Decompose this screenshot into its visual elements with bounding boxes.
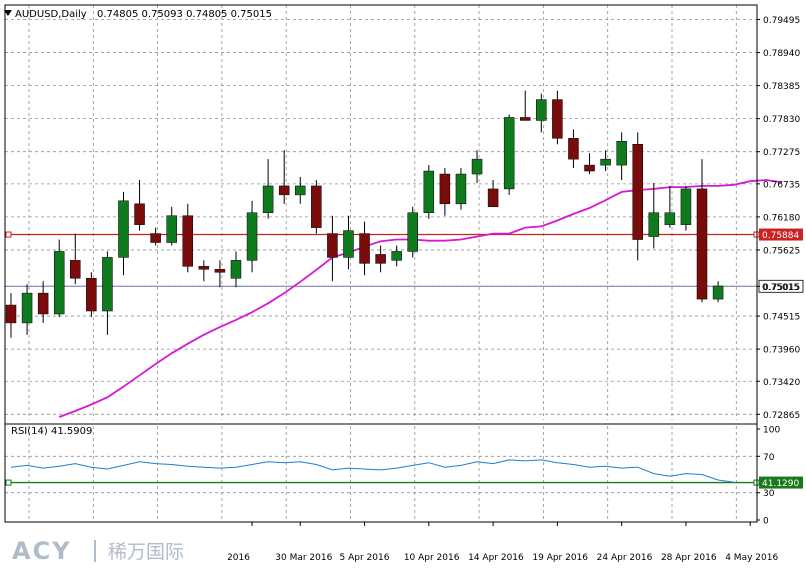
- price-level-badge: [759, 228, 803, 241]
- rsi-y-tick-label: 30: [763, 489, 775, 499]
- watermark-divider: [94, 540, 96, 562]
- candle-bearish: [86, 277, 97, 312]
- price-level-handle[interactable]: [5, 231, 12, 238]
- candle-bullish: [536, 99, 547, 121]
- candle-bullish: [295, 185, 306, 196]
- candle-bullish: [391, 251, 402, 261]
- x-tick-label: 30 Mar 2016: [275, 553, 332, 563]
- x-tick-label: 14 Apr 2016: [468, 553, 524, 563]
- axes: 0.79495 0.78940 0.78385 0.77830 0.77275 0.767…: [227, 16, 800, 563]
- current-price-label: 0.75015: [762, 283, 799, 293]
- candle-bearish: [696, 188, 708, 300]
- y-tick-label: 0.79495: [763, 16, 800, 26]
- x-tick-label: 24 Apr 2016: [597, 553, 653, 563]
- candle-bullish: [712, 285, 724, 300]
- candle-bullish: [21, 292, 33, 324]
- chart-title: AUDUSD,Daily: [15, 9, 87, 20]
- candle-bullish: [407, 212, 418, 252]
- y-tick-label: 0.75625: [763, 246, 800, 256]
- candle-bearish: [568, 138, 579, 160]
- candle-bullish: [471, 158, 483, 175]
- candle-bearish: [552, 99, 563, 139]
- candle-bullish: [246, 212, 258, 261]
- candle-bearish: [5, 304, 17, 324]
- y-tick-label: 0.77830: [763, 115, 800, 125]
- rsi-y-tick-label: 100: [763, 426, 780, 436]
- candle-bullish: [166, 215, 177, 243]
- y-tick-label: 0.78385: [763, 82, 800, 92]
- x-tick-label: 19 Apr 2016: [532, 553, 588, 563]
- candle-bearish: [632, 144, 643, 240]
- rsi-y-tick-label: 0: [763, 517, 769, 527]
- candle-bullish: [648, 212, 660, 237]
- rsi-level-label: 41.1290: [762, 479, 799, 489]
- price-level-label: 0.75884: [762, 231, 799, 241]
- candle-bearish: [311, 185, 322, 228]
- collapse-arrow-icon[interactable]: [4, 10, 12, 16]
- watermark-logo: ACY 稀万国际: [0, 530, 228, 573]
- candle-bearish: [37, 292, 49, 315]
- frame: [4, 4, 758, 523]
- y-tick-label: 0.74515: [763, 313, 800, 323]
- candle-bullish: [53, 251, 65, 315]
- plot-frame: [4, 4, 758, 523]
- ma-line: [58, 179, 783, 418]
- y-tick-label: 0.76735: [763, 180, 800, 190]
- x-tick-label: 28 Apr 2016: [661, 553, 717, 563]
- candle-bearish: [519, 117, 531, 121]
- candle-bullish: [664, 212, 676, 225]
- candle-bearish: [439, 173, 451, 205]
- candle-bullish: [343, 230, 354, 258]
- candle-bearish: [214, 269, 226, 273]
- ohlc-header: 0.74805 0.75093 0.74805 0.75015: [97, 9, 272, 20]
- candle-bearish: [375, 254, 386, 264]
- candle-bullish: [680, 188, 692, 225]
- watermark-chinese: 稀万国际: [108, 541, 184, 563]
- candle-bearish: [70, 260, 81, 279]
- candle-bullish: [230, 260, 242, 279]
- candle-bullish: [455, 173, 467, 205]
- y-tick-label: 0.73420: [763, 378, 800, 388]
- candle-bullish: [118, 200, 129, 258]
- candle-bearish: [584, 164, 595, 172]
- y-tick-label: 0.77275: [763, 148, 800, 158]
- rsi-title: RSI(14) 41.5909: [11, 426, 92, 437]
- watermark-brand: ACY: [12, 537, 72, 565]
- candle-bearish: [134, 203, 145, 225]
- rsi-level-badge: [759, 476, 803, 489]
- candle-bullish: [262, 185, 274, 213]
- x-tick-label: 5 Apr 2016: [340, 553, 390, 563]
- candle-bearish: [182, 215, 194, 267]
- candle-bearish: [487, 188, 499, 208]
- candle-bullish: [503, 117, 515, 190]
- candle-bearish: [198, 266, 210, 270]
- rsi-pane: 100 70 30 0 41.1290: [5, 423, 803, 527]
- candle-bearish: [359, 233, 370, 264]
- x-tick-label: 4 May 2016: [725, 553, 778, 563]
- rsi-line: [10, 459, 735, 483]
- rsi-y-tick-label: 70: [763, 453, 775, 463]
- candle-bullish: [423, 170, 435, 213]
- candle-bullish: [600, 158, 611, 166]
- y-tick-label: 0.78940: [763, 49, 800, 59]
- candle-bullish: [102, 257, 113, 312]
- candle-bearish: [278, 185, 290, 196]
- y-tick-label: 0.75015: [763, 283, 800, 293]
- y-tick-label: 0.72865: [763, 411, 800, 421]
- y-tick-label: 0.73960: [763, 346, 800, 356]
- y-tick-label: 0.76180: [763, 213, 800, 223]
- x-tick-label: 2016: [227, 553, 250, 563]
- candle-bullish: [616, 141, 627, 166]
- candle-bearish: [327, 233, 338, 258]
- moving-average: [58, 179, 783, 418]
- x-tick-label: 10 Apr 2016: [404, 553, 460, 563]
- rsi-level-handle[interactable]: [5, 479, 12, 486]
- candle-bearish: [150, 233, 161, 243]
- candles: [5, 90, 724, 338]
